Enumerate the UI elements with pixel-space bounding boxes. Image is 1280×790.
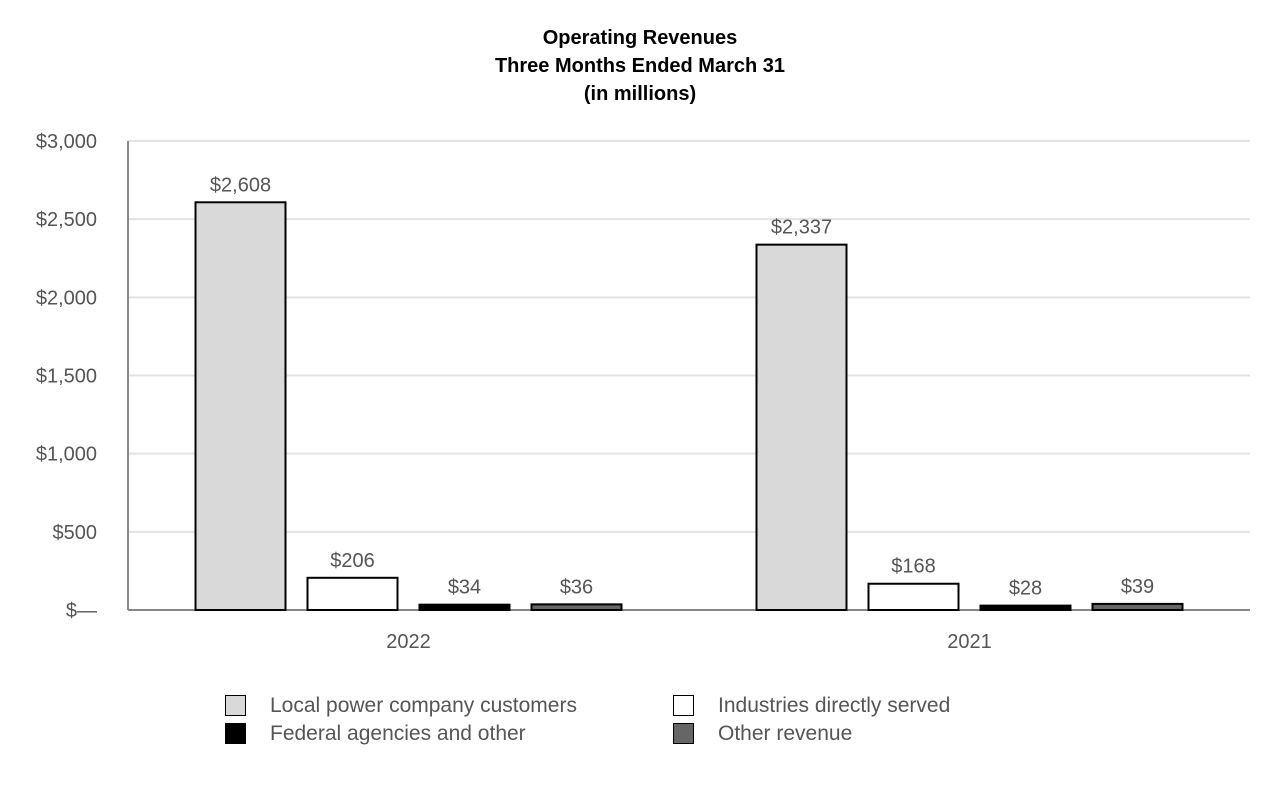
bar-value-label: $2,337 <box>771 217 832 239</box>
bar <box>418 603 511 612</box>
bar <box>194 201 287 612</box>
bar <box>530 603 623 612</box>
bar <box>867 582 960 612</box>
bar-value-label: $168 <box>891 556 936 578</box>
x-tick-label: 2021 <box>947 631 992 653</box>
chart-title-line-3: (in millions) <box>583 83 697 105</box>
legend-label-federal: Federal agencies and other <box>270 722 526 745</box>
legend-swatch-federal <box>225 723 246 744</box>
y-tick-label: $1,500 <box>36 366 97 388</box>
y-tick-label: $2,000 <box>36 287 97 309</box>
legend-label-industries: Industries directly served <box>718 694 951 717</box>
bar-value-label: $206 <box>330 550 375 572</box>
bar-value-label: $28 <box>1009 578 1042 600</box>
plot-area: $— $500 $1,000 $1,500 $2,000 $2,500 $3,000 $2,6… <box>36 131 1250 653</box>
y-tick-label: $500 <box>53 522 98 544</box>
y-tick-label: $2,500 <box>36 209 97 231</box>
legend-swatch-local-power <box>225 695 246 716</box>
legend-swatch-industries <box>673 695 694 716</box>
y-tick-label: $— <box>66 600 97 622</box>
legend-swatch-other-revenue <box>673 723 694 744</box>
x-tick-label: 2022 <box>386 631 431 653</box>
bar-value-label: $36 <box>560 576 593 598</box>
legend-label-local-power: Local power company customers <box>270 694 577 717</box>
legend-label-other-revenue: Other revenue <box>718 722 853 745</box>
chart-title-line-1: Operating Revenues <box>542 27 738 49</box>
chart-title-line-2: Three Months Ended March 31 <box>494 55 786 77</box>
bar-value-label: $2,608 <box>210 174 271 196</box>
y-tick-label: $3,000 <box>36 131 97 153</box>
bar <box>306 576 399 612</box>
bar <box>1091 602 1184 612</box>
bar-value-label: $39 <box>1121 576 1154 598</box>
y-tick-label: $1,000 <box>36 444 97 466</box>
bar <box>755 243 848 612</box>
bar <box>979 604 1072 612</box>
bar-value-label: $34 <box>448 577 481 599</box>
